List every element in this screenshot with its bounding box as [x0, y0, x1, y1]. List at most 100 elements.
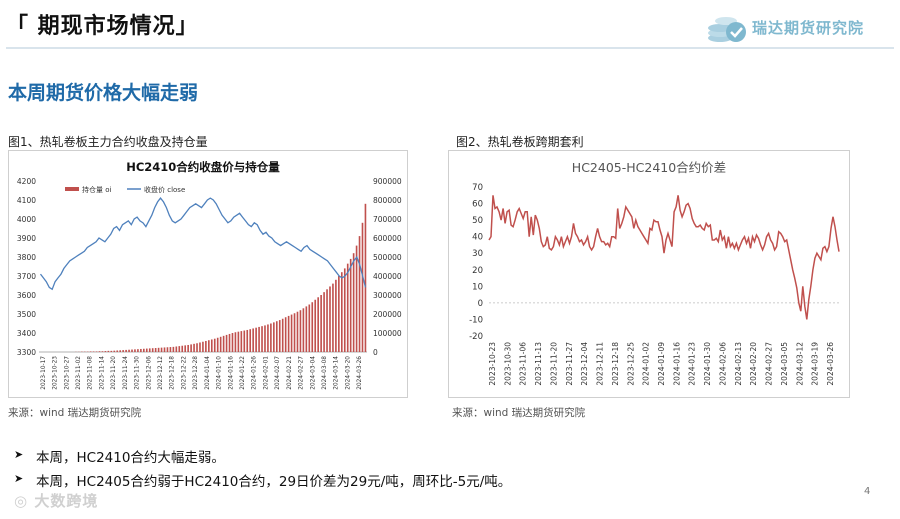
oi-bar [222, 335, 225, 352]
page-number: 4 [864, 486, 871, 497]
y-left-tick-label: 3600 [17, 291, 36, 300]
oi-bar [225, 334, 228, 352]
y-right-tick-label: 0 [373, 348, 378, 357]
bullet-item: ➤ 本周，HC2410合约大幅走弱。 [14, 446, 511, 470]
x-tick-label: 2023-11-27 [565, 342, 574, 386]
oi-bar [349, 258, 352, 352]
oi-bar [169, 347, 172, 352]
y-right-tick-label: 200000 [373, 310, 402, 319]
oi-bar [160, 347, 163, 352]
oi-bar [228, 333, 231, 352]
legend-oi-label: 持仓量 oi [82, 185, 112, 194]
oi-bar [184, 345, 187, 352]
y-left-tick-label: 3300 [17, 348, 36, 357]
chart1-title: HC2410合约收盘价与持仓量 [126, 160, 280, 174]
oi-bar [193, 343, 195, 352]
oi-bar [308, 304, 311, 352]
x-tick-label: 2023-12-18 [170, 356, 176, 390]
chart2-label: 图2、热轧卷板跨期套利 [456, 135, 584, 149]
y-tick-label: -10 [469, 315, 483, 325]
x-tick-label: 2023-12-28 [193, 356, 199, 390]
x-tick-label: 2024-03-04 [310, 356, 316, 390]
x-tick-label: 2023-11-14 [99, 356, 105, 390]
oi-bar [181, 345, 184, 352]
x-tick-label: 2023-10-23 [53, 356, 59, 390]
oi-bar [140, 348, 142, 352]
x-tick-label: 2024-03-26 [357, 356, 363, 390]
x-tick-label: 2024-03-20 [345, 356, 351, 390]
y-tick-label: 20 [472, 266, 483, 276]
oi-bar [252, 328, 254, 352]
chart1-frame: HC2410合约收盘价与持仓量 3300 3400 3500 3600 3700 3800 3… [8, 150, 408, 398]
oi-bar [175, 346, 178, 352]
legend-close-label: 收盘价 close [144, 185, 185, 194]
oi-bar [302, 308, 305, 352]
oi-bar [107, 350, 110, 352]
oi-bar [296, 311, 299, 352]
oi-bar [355, 245, 358, 352]
x-tick-label: 2023-12-06 [146, 356, 152, 390]
oi-bar [278, 320, 281, 352]
oi-bar [104, 351, 107, 352]
close-price-line [39, 197, 367, 291]
oi-bar [338, 276, 340, 352]
oi-bar [267, 324, 269, 352]
y-tick-label: 30 [472, 249, 483, 259]
oi-bar [273, 322, 275, 352]
oi-bar [178, 346, 181, 352]
oi-bar [110, 350, 113, 352]
oi-bar [145, 348, 148, 352]
legend-oi-swatch [65, 187, 79, 191]
y-right-tick-label: 300000 [373, 291, 402, 300]
x-tick-label: 2023-10-17 [41, 356, 47, 390]
oi-bar [281, 318, 284, 352]
oi-bar [326, 289, 328, 352]
oi-bar [311, 302, 314, 352]
oi-bar [116, 350, 119, 352]
oi-bar [290, 314, 293, 352]
oi-bar [163, 347, 166, 352]
oi-bar [98, 351, 101, 352]
spread-line [488, 195, 840, 320]
y-left-tick-label: 4100 [17, 196, 36, 205]
x-tick-label: 2024-01-04 [205, 356, 211, 390]
x-tick-label: 2023-11-13 [534, 342, 543, 386]
y-right-tick-label: 100000 [373, 329, 402, 338]
watermark-text: 大数跨境 [34, 492, 99, 510]
oi-bar [261, 326, 263, 352]
x-tick-label: 2024-02-01 [263, 356, 269, 390]
x-tick-label: 2023-12-11 [596, 342, 605, 386]
oi-bar [101, 351, 104, 352]
x-tick-label: 2024-01-16 [228, 356, 234, 390]
y-left-tick-label: 4200 [17, 177, 36, 186]
oi-bar [219, 336, 222, 352]
y-tick-label: -20 [469, 332, 483, 342]
oi-bar [131, 349, 133, 352]
oi-bar [148, 348, 151, 352]
oi-bar [213, 338, 216, 352]
arrow-icon: ➤ [14, 448, 24, 461]
x-tick-label: 2024-02-20 [749, 342, 758, 386]
x-tick-label: 2023-11-20 [111, 356, 117, 390]
x-tick-label: 2023-11-02 [76, 356, 82, 390]
bullet-list: ➤ 本周，HC2410合约大幅走弱。 ➤ 本周，HC2405合约弱于HC2410… [14, 446, 511, 494]
x-tick-label: 2023-12-04 [580, 342, 589, 386]
oi-bar [208, 340, 210, 352]
x-tick-label: 2024-02-21 [287, 356, 293, 390]
x-tick-label: 2023-10-30 [503, 342, 512, 386]
x-tick-label: 2023-11-08 [88, 356, 94, 390]
y-right-tick-label: 400000 [373, 272, 402, 281]
oi-bar [364, 203, 367, 352]
y-left-tick-label: 4000 [17, 215, 36, 224]
y-tick-label: 10 [472, 282, 483, 292]
oi-bar [95, 351, 98, 352]
x-tick-label: 2024-01-16 [672, 342, 681, 386]
chart2-frame: HC2405-HC2410合约价差 -20 -10 0 10 20 30 40 50 60 70 20… [448, 150, 850, 398]
oi-bar [154, 348, 157, 352]
x-tick-label: 2023-12-22 [181, 356, 187, 390]
watermark: ◎ 大数跨境 [14, 490, 98, 511]
x-tick-label: 2024-03-12 [795, 342, 804, 386]
y-left-tick-label: 3500 [17, 310, 36, 319]
oi-bar [323, 292, 325, 352]
